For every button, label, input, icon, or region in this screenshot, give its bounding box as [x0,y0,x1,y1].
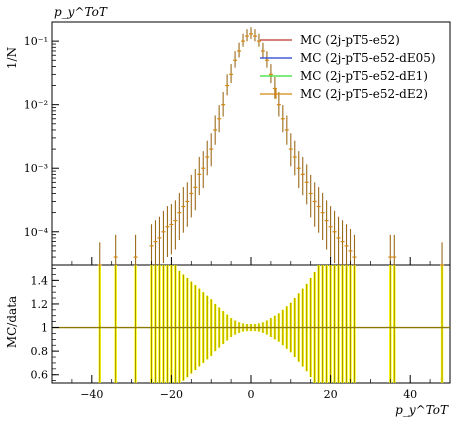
ratio-y-tick-label: 1 [41,322,48,335]
main-y-axis-label: 1/N [5,47,19,69]
axes: 10⁻⁴ 10⁻³ 10⁻² 10⁻¹ 0.6 0.8 1 1.2 1.4 −40 −20 0 20 40 [24,21,431,401]
ratio-y-tick-label: 1.2 [31,298,49,311]
x-axis-label: p_y^ToT [395,403,449,417]
ratio-y-tick-label: 0.8 [31,345,49,358]
main-y-tick-label: 10⁻⁴ [24,226,49,239]
ratio-y-tick-label: 1.4 [31,274,49,287]
ratio-y-tick-label: 0.6 [31,369,49,382]
legend: MC (2j-pT5-e52) MC (2j-pT5-e52-dE05) MC … [260,33,436,101]
ratio-y-axis-label: MC/data [5,296,19,348]
legend-label-series-2: MC (2j-pT5-e52-dE05) [300,51,436,65]
main-y-tick-label: 10⁻² [24,99,48,112]
x-tick-label: 20 [324,388,338,401]
x-tick-label: −20 [160,388,183,401]
legend-label-series-1: MC (2j-pT5-e52) [300,33,400,47]
x-tick-label: 40 [403,388,417,401]
x-tick-label: −40 [80,388,103,401]
main-panel [97,27,445,266]
x-tick-label: 0 [248,388,255,401]
legend-label-series-3: MC (2j-pT5-e52-dE1) [300,69,428,83]
main-y-tick-label: 10⁻¹ [24,35,48,48]
main-y-tick-label: 10⁻³ [24,162,48,175]
ratio-panel [52,265,450,383]
legend-label-series-4: MC (2j-pT5-e52-dE2) [300,87,428,101]
main-title-label: p_y^ToT [54,5,108,19]
